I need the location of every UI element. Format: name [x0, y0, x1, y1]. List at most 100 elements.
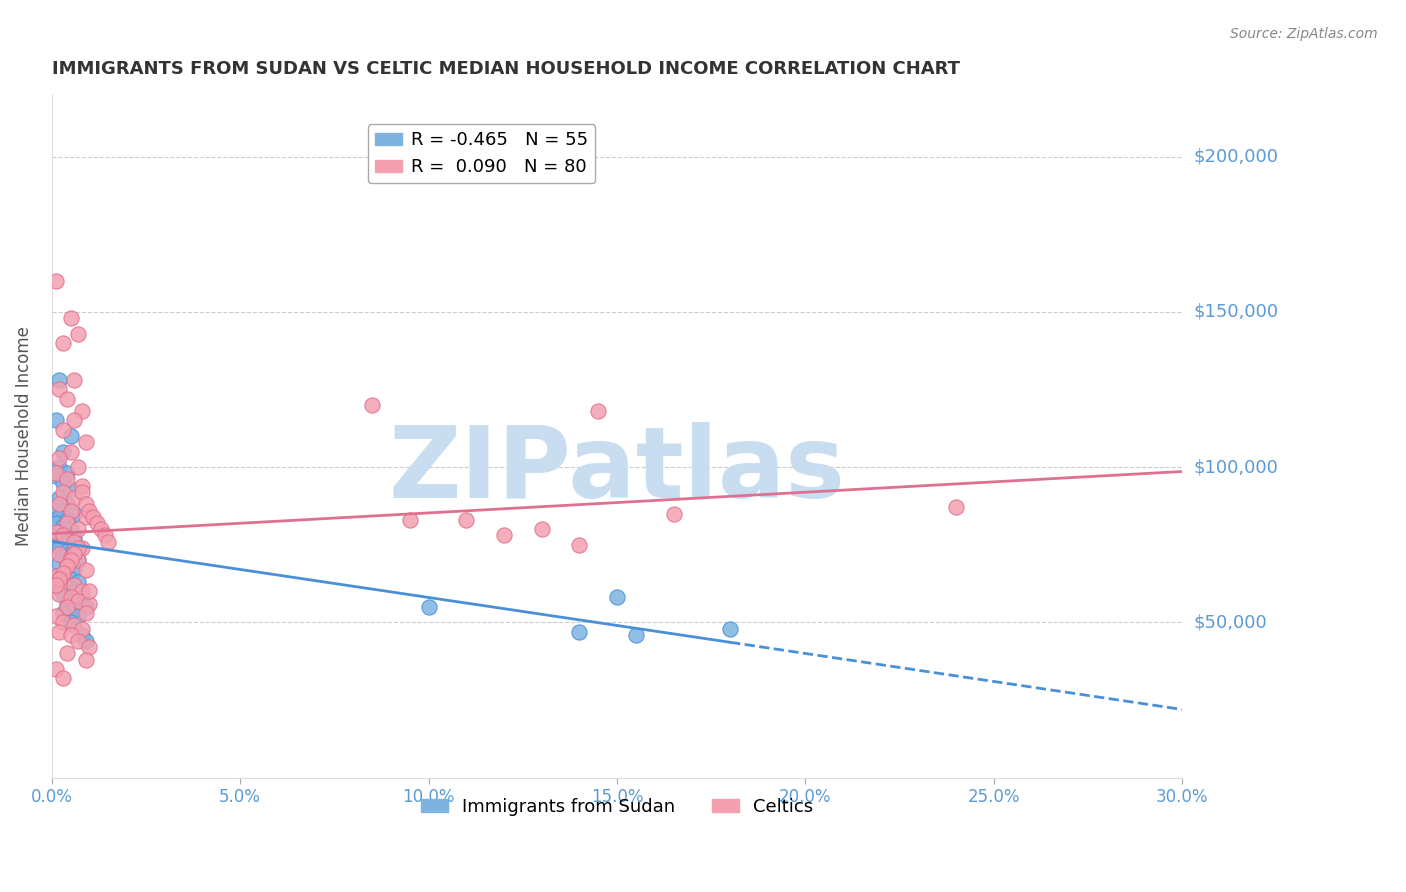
Point [67, 522, 90, 536]
Point [48, 587, 70, 601]
Point [361, 398, 384, 412]
Point [93, 528, 115, 542]
Point [48, 509, 70, 524]
Point [492, 528, 515, 542]
Point [56, 646, 79, 660]
Point [86, 516, 108, 530]
Point [44, 274, 66, 288]
Point [48, 491, 70, 505]
Point [75, 435, 97, 450]
Point [90, 522, 112, 536]
Point [44, 538, 66, 552]
Point [530, 522, 553, 536]
Point [52, 534, 75, 549]
Point [456, 513, 478, 527]
Point [59, 522, 82, 536]
Point [48, 525, 70, 540]
Point [63, 491, 86, 505]
Point [44, 525, 66, 540]
Point [52, 335, 75, 350]
Point [59, 615, 82, 630]
Point [56, 516, 79, 530]
Point [70, 404, 93, 418]
Point [70, 622, 93, 636]
Point [79, 503, 101, 517]
Point [52, 574, 75, 589]
Point [56, 559, 79, 574]
Point [48, 460, 70, 475]
Point [48, 624, 70, 639]
Point [67, 541, 90, 555]
Point [48, 450, 70, 465]
Text: $200,000: $200,000 [1194, 147, 1278, 166]
Point [56, 544, 79, 558]
Point [63, 547, 86, 561]
Point [44, 516, 66, 530]
Point [56, 467, 79, 481]
Point [59, 550, 82, 565]
Point [67, 553, 90, 567]
Point [63, 413, 86, 427]
Point [56, 473, 79, 487]
Point [52, 566, 75, 580]
Point [606, 591, 628, 605]
Point [945, 500, 967, 515]
Y-axis label: Median Household Income: Median Household Income [15, 326, 32, 546]
Point [70, 484, 93, 499]
Point [59, 429, 82, 443]
Point [44, 609, 66, 624]
Point [44, 413, 66, 427]
Point [52, 587, 75, 601]
Point [63, 578, 86, 592]
Point [48, 497, 70, 511]
Point [56, 497, 79, 511]
Point [63, 507, 86, 521]
Point [59, 482, 82, 496]
Text: $100,000: $100,000 [1194, 458, 1278, 476]
Point [75, 652, 97, 666]
Point [79, 640, 101, 654]
Point [56, 578, 79, 592]
Point [67, 574, 90, 589]
Point [59, 553, 82, 567]
Point [52, 444, 75, 458]
Point [56, 513, 79, 527]
Point [75, 634, 97, 648]
Point [59, 444, 82, 458]
Point [59, 311, 82, 326]
Point [56, 559, 79, 574]
Text: $150,000: $150,000 [1194, 302, 1278, 321]
Point [48, 572, 70, 586]
Point [67, 634, 90, 648]
Point [52, 519, 75, 533]
Point [586, 404, 609, 418]
Point [59, 593, 82, 607]
Point [44, 568, 66, 582]
Point [63, 562, 86, 576]
Point [67, 326, 90, 341]
Point [48, 373, 70, 387]
Point [48, 547, 70, 561]
Point [52, 566, 75, 580]
Point [52, 606, 75, 620]
Point [44, 662, 66, 676]
Point [568, 538, 591, 552]
Point [79, 584, 101, 599]
Point [44, 568, 66, 582]
Point [398, 513, 420, 527]
Point [75, 562, 97, 576]
Point [70, 628, 93, 642]
Point [59, 503, 82, 517]
Point [59, 547, 82, 561]
Point [44, 578, 66, 592]
Point [75, 606, 97, 620]
Point [70, 478, 93, 492]
Legend: Immigrants from Sudan, Celtics: Immigrants from Sudan, Celtics [413, 790, 821, 823]
Text: $50,000: $50,000 [1194, 614, 1267, 632]
Point [56, 597, 79, 611]
Point [75, 497, 97, 511]
Point [59, 591, 82, 605]
Point [52, 615, 75, 630]
Point [75, 509, 97, 524]
Point [48, 541, 70, 555]
